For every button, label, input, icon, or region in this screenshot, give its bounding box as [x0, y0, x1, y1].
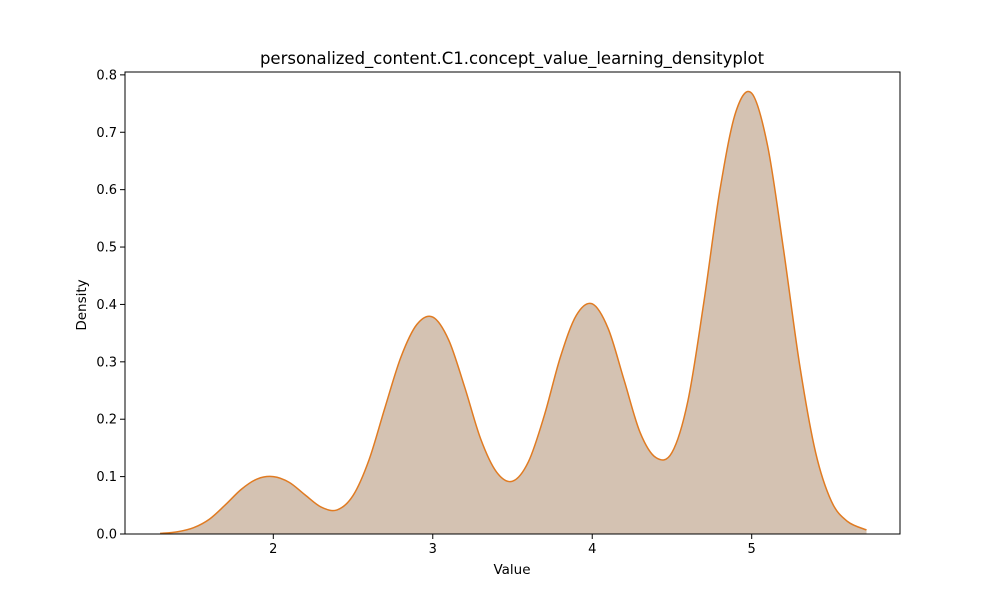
y-axis-label: Density	[74, 279, 90, 330]
plot-area	[124, 71, 901, 535]
density-fill-area	[160, 91, 867, 535]
y-tick-label: 0.6	[96, 183, 117, 198]
y-tick-label: 0.1	[96, 470, 117, 485]
y-tick-label: 0.3	[96, 355, 117, 370]
x-axis-label: Value	[493, 562, 530, 578]
density-curve	[160, 90, 867, 535]
x-tick-label: 5	[748, 542, 756, 557]
x-tick-label: 4	[588, 542, 596, 557]
y-tick-label: 0.8	[96, 68, 117, 83]
y-tick-label: 0.5	[96, 241, 117, 256]
y-tick-label: 0.7	[96, 126, 117, 141]
axes-frame	[124, 71, 901, 535]
y-tick-label: 0.4	[96, 298, 117, 313]
y-tick-label: 0.2	[96, 413, 117, 428]
chart-title: personalized_content.C1.concept_value_le…	[260, 49, 765, 69]
y-axis-ticks: 0.0 0.1 0.2 0.3 0.4 0.5 0.6 0.7 0.8	[96, 68, 125, 543]
x-axis-ticks: 2 3 4 5	[269, 534, 756, 557]
x-tick-label: 3	[429, 542, 437, 557]
x-tick-label: 2	[269, 542, 277, 557]
y-tick-label: 0.0	[96, 528, 117, 543]
